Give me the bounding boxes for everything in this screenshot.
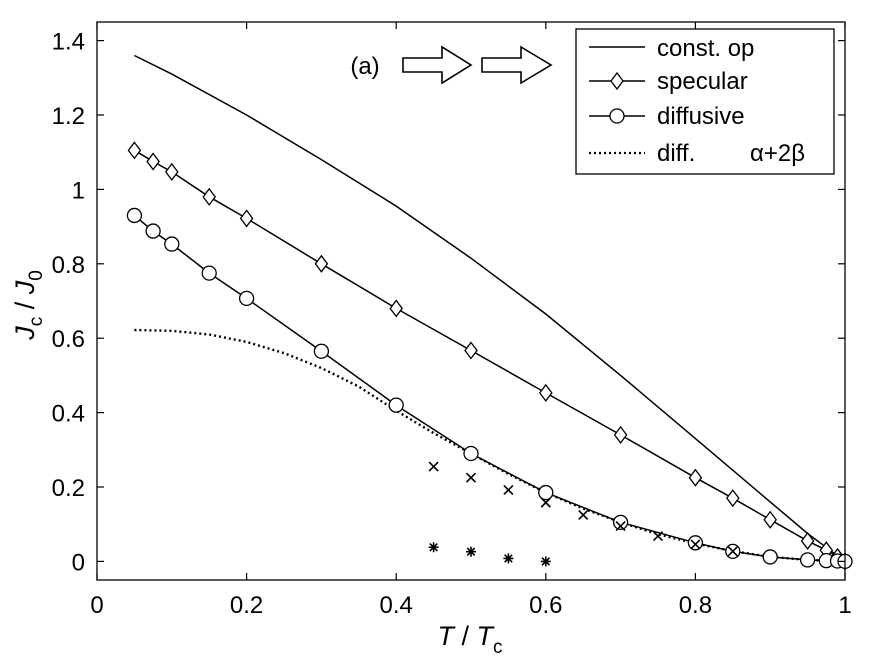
- x-axis-label: T / Tc: [437, 621, 502, 658]
- diffusive-circle-point: [687, 535, 704, 551]
- diffusive-circle-point: [799, 552, 816, 568]
- legend-circle-marker: [609, 108, 625, 124]
- diffusive-circle-point: [238, 290, 255, 307]
- cross-point: [690, 539, 701, 550]
- y-tick-label: 1: [72, 177, 85, 204]
- diffusive-circle-point: [126, 207, 143, 224]
- y-tick-label: 1.4: [52, 29, 85, 56]
- x-tick-label: 0.2: [230, 592, 263, 619]
- specular-diamond-point: [146, 152, 160, 171]
- star-point: [540, 556, 551, 567]
- diffusive-circle-point: [612, 514, 629, 530]
- x-tick-label: 0: [90, 592, 103, 619]
- diffusive-circle-point: [388, 397, 404, 413]
- y-tick-label: 0.6: [52, 326, 85, 353]
- right-arrow-icon: [481, 45, 553, 85]
- legend-box: [575, 28, 835, 175]
- specular-diamond-point: [127, 141, 142, 160]
- plot-marks: [126, 54, 853, 571]
- diffusive-circle-point: [164, 236, 180, 252]
- cross-point: [465, 472, 477, 483]
- cross-point: [428, 461, 439, 472]
- specular-diamond-point: [800, 531, 815, 551]
- specular-diamond-point: [538, 383, 553, 402]
- series-line-diff-: [134, 328, 846, 563]
- cross-point: [540, 497, 551, 508]
- x-tick-label: 0.6: [529, 592, 562, 619]
- diffusive-circle-point: [538, 484, 554, 501]
- ylabel-sep: /: [10, 294, 40, 317]
- y-tick-label: 0.4: [52, 401, 85, 428]
- diffusive-circle-point: [762, 549, 778, 565]
- y-tick-label: 1.2: [52, 103, 85, 130]
- specular-diamond-point: [688, 468, 703, 487]
- legend-label-specular: specular: [657, 68, 748, 95]
- ylabel-sub: c: [26, 317, 47, 327]
- xlabel-sep: /: [454, 621, 477, 651]
- specular-diamond-point: [389, 299, 404, 318]
- right-arrow-icon: [402, 45, 473, 85]
- specular-diamond-point: [314, 254, 329, 273]
- cross-point: [615, 520, 626, 532]
- legend-label-diff: diff.: [657, 140, 695, 167]
- plot-frame: [96, 21, 846, 581]
- x-tick-label: 1: [838, 592, 851, 619]
- y-tick-label: 0.2: [52, 475, 85, 502]
- star-point: [503, 553, 514, 564]
- arrows: [402, 45, 553, 85]
- specular-diamond-point: [725, 489, 740, 508]
- x-tick-label: 0.4: [380, 592, 413, 619]
- y-tick-label: 0.8: [52, 252, 85, 279]
- specular-diamond-point: [202, 187, 217, 206]
- xlabel-main: T: [437, 621, 456, 651]
- ylabel-main: J: [10, 326, 40, 341]
- specular-diamond-point: [613, 425, 628, 445]
- legend-label-const-op: const. op: [657, 35, 754, 62]
- diffusive-circle-point: [313, 343, 330, 359]
- diffusive-circle-point: [463, 445, 479, 462]
- cross-point: [652, 531, 664, 542]
- star-point: [428, 542, 439, 553]
- cross-point: [503, 484, 514, 496]
- cross-point: [578, 509, 589, 520]
- y-tick-label: 0: [72, 549, 85, 576]
- legend-diamond-marker: [610, 71, 624, 91]
- specular-diamond-point: [239, 209, 254, 228]
- xlabel-sub-main: T: [477, 621, 496, 651]
- star-point: [466, 546, 476, 557]
- legend: const. op specular diffusive diff. α+2β: [575, 28, 835, 175]
- legend-label-diff-extra: α+2β: [750, 140, 805, 167]
- x-tick-label: 0.8: [679, 592, 712, 619]
- specular-diamond-point: [164, 162, 179, 181]
- xlabel-sub: c: [493, 637, 503, 658]
- ylabel-main2: J: [10, 280, 40, 295]
- ylabel-sub2: 0: [26, 270, 47, 281]
- specular-diamond-point: [464, 341, 478, 360]
- diffusive-circle-point: [201, 265, 217, 281]
- y-axis-label: Jc / J0: [10, 270, 47, 341]
- legend-label-diffusive: diffusive: [657, 103, 745, 130]
- series-line-diffusive: [133, 214, 846, 563]
- annotation-label: (a): [350, 53, 379, 80]
- specular-diamond-point: [763, 510, 778, 529]
- cross-point: [727, 546, 738, 557]
- diffusive-circle-point: [145, 223, 161, 239]
- axes: 0 0.2 0.4 0.6 0.8 1 0 0.2 0.4 0.6 0.8 1 1.2 1.4: [52, 21, 852, 619]
